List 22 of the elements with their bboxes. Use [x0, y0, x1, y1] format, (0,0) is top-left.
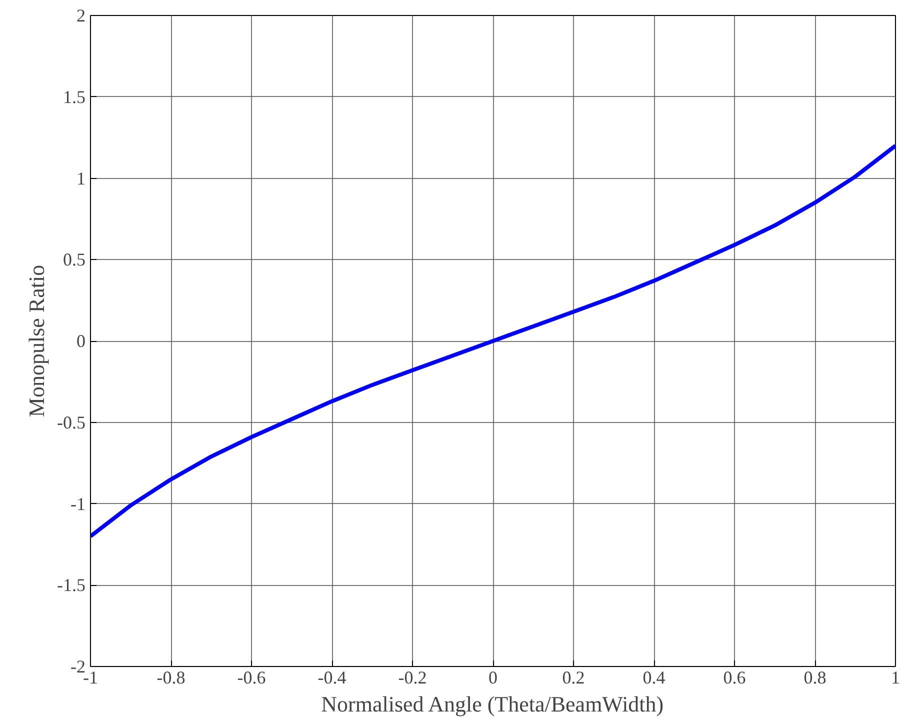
y-tick-label: 0: [76, 331, 86, 351]
x-tick-label: 1: [891, 668, 900, 688]
y-tick-label: 0.5: [63, 250, 86, 270]
x-tick-label: -0.8: [156, 668, 186, 688]
x-axis-title: Normalised Angle (Theta/BeamWidth): [321, 692, 664, 716]
x-tick-label: -0.4: [318, 668, 346, 688]
x-tick-label: -0.6: [237, 668, 266, 688]
line-series: [90, 144, 896, 538]
x-tick-label: 0: [488, 668, 498, 688]
x-tick-label: -0.2: [398, 668, 427, 688]
y-tick-label: -1.5: [57, 575, 86, 596]
x-tick-label: 0.8: [804, 668, 826, 688]
y-tick-label: 1: [76, 168, 86, 188]
y-tick-label: -1: [70, 494, 86, 514]
x-tick-label: 0.6: [723, 668, 746, 688]
x-tick-label: 0.4: [642, 668, 666, 688]
y-tick-label: 2: [76, 6, 86, 26]
y-tick-label: 1.5: [63, 86, 86, 107]
y-tick-label: -0.5: [57, 412, 86, 432]
x-tick-label: 0.2: [562, 668, 585, 688]
y-axis-title: Monopulse Ratio: [24, 264, 50, 418]
y-tick-label: -2: [70, 656, 86, 676]
